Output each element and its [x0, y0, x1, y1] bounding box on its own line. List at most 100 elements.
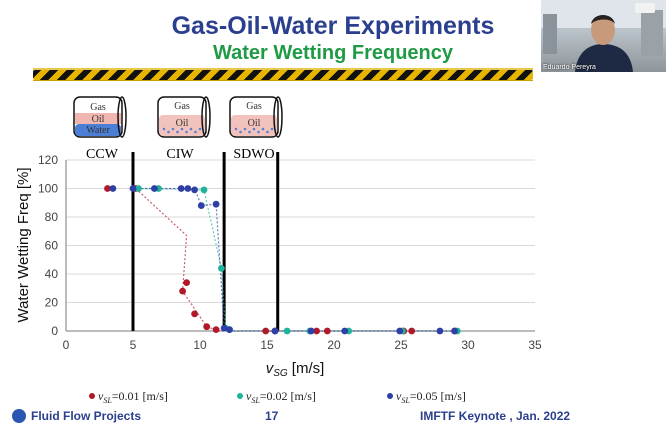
water-droplet — [234, 127, 238, 131]
x-tick-label: 20 — [327, 338, 341, 352]
data-point — [226, 326, 233, 333]
slide-subtitle: Water Wetting Frequency — [212, 42, 454, 64]
pipe-icon: Gas Oil — [157, 96, 211, 138]
legend-label: vSL=0.05 [m/s] — [396, 389, 466, 405]
data-point — [262, 327, 270, 335]
hazard-stripe-bottom — [33, 80, 533, 81]
water-droplet — [185, 130, 188, 134]
water-droplet — [198, 127, 202, 131]
footer-org: Fluid Flow Projects — [12, 409, 141, 423]
legend-marker — [237, 393, 243, 399]
water-droplet — [270, 127, 274, 131]
pipe-layer-label: Gas — [174, 101, 190, 112]
footer-org-name: Fluid Flow Projects — [31, 409, 142, 423]
water-droplet — [176, 130, 179, 134]
data-point — [271, 327, 279, 335]
water-droplet — [248, 130, 251, 134]
x-tick-label: 25 — [394, 338, 408, 352]
y-tick-label: 120 — [38, 153, 58, 167]
regime-label: SDWO — [233, 147, 274, 162]
hazard-stripe-top — [33, 68, 533, 70]
y-axis-label: Water Wetting Freq [%] — [15, 167, 32, 322]
data-point — [184, 185, 192, 192]
water-droplet — [180, 127, 184, 131]
regime-label: CCW — [86, 147, 119, 162]
water-droplet — [261, 127, 265, 131]
hazard-stripe — [33, 70, 533, 80]
data-point — [341, 327, 349, 335]
slide-title: Gas-Oil-Water Experiments — [171, 12, 495, 40]
water-droplet — [252, 127, 256, 131]
water-droplet — [189, 127, 193, 131]
data-point — [200, 186, 208, 194]
data-point — [307, 327, 315, 335]
water-droplet — [171, 127, 175, 131]
regime-label: CIW — [166, 147, 194, 162]
pipe-end — [201, 96, 211, 138]
participant-name: Eduardo Pereyra — [543, 64, 596, 71]
regime-boundaries — [131, 152, 280, 331]
data-point — [135, 185, 142, 192]
pipe-icon: Gas Oil — [229, 96, 283, 138]
trend-line — [138, 187, 458, 332]
y-tick-label: 40 — [45, 267, 59, 281]
water-droplet — [239, 130, 242, 134]
legend-marker — [387, 393, 393, 399]
water-droplet — [167, 130, 170, 134]
y-tick-label: 80 — [45, 210, 59, 224]
data-point — [129, 185, 137, 192]
legend-marker — [89, 393, 95, 399]
data-point — [451, 327, 458, 335]
data-point — [183, 279, 191, 286]
data-point — [323, 327, 331, 335]
presenter-video-thumbnail[interactable]: Eduardo Pereyra — [541, 0, 666, 72]
x-tick-label: 5 — [130, 338, 137, 352]
water-droplet — [162, 127, 166, 131]
water-droplet — [266, 130, 269, 134]
legend-label: vSL=0.01 [m/s] — [98, 389, 168, 405]
chart-legend: vSL=0.01 [m/s] vSL=0.02 [m/s] vSL=0.05 [m/… — [89, 389, 466, 405]
regime-labels: CCW CIW SDWO — [86, 147, 275, 162]
data-point — [408, 327, 416, 335]
data-points — [104, 185, 461, 335]
data-point — [191, 310, 199, 318]
x-tick-label: 0 — [63, 338, 70, 352]
x-tick-labels: 0 5 10 15 20 25 30 35 — [63, 338, 542, 352]
pipe-layer-label: Oil — [92, 114, 105, 125]
data-point — [104, 185, 111, 192]
data-point — [212, 326, 220, 333]
x-tick-label: 10 — [193, 338, 207, 352]
pipe-layer-label: Oil — [176, 118, 189, 129]
trend-line — [135, 188, 455, 332]
data-point — [109, 185, 117, 192]
data-point — [436, 327, 444, 335]
data-point — [218, 264, 225, 272]
data-point — [191, 186, 199, 194]
trend-lines — [133, 187, 458, 332]
data-point — [220, 324, 228, 332]
oil-layer — [75, 113, 121, 124]
y-tick-label: 100 — [38, 182, 58, 196]
pipe-layer-label: Gas — [90, 102, 106, 113]
x-tick-label: 30 — [461, 338, 475, 352]
presenter-figure-icon — [541, 0, 666, 72]
pipe-end — [273, 96, 283, 138]
water-droplet — [257, 130, 260, 134]
oil-layer — [231, 115, 277, 136]
water-droplet — [243, 127, 247, 131]
ffp-logo-icon — [12, 409, 26, 423]
pipe-end — [117, 96, 127, 138]
page-number: 17 — [265, 409, 279, 423]
water-droplet — [194, 130, 197, 134]
data-point — [396, 327, 404, 335]
y-tick-label: 60 — [45, 239, 59, 253]
data-point — [283, 327, 291, 335]
legend-label: vSL=0.02 [m/s] — [246, 389, 316, 405]
x-axis-label: vSG [m/s] — [266, 360, 325, 379]
pipe-layer-label: Gas — [246, 101, 262, 112]
data-point — [179, 287, 187, 295]
